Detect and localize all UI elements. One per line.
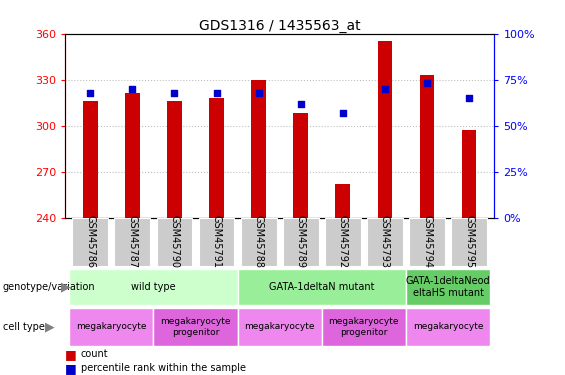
FancyBboxPatch shape xyxy=(199,217,234,266)
Text: GSM45790: GSM45790 xyxy=(170,215,180,268)
FancyBboxPatch shape xyxy=(406,269,490,305)
Point xyxy=(296,100,305,106)
Text: percentile rank within the sample: percentile rank within the sample xyxy=(81,363,246,373)
Point xyxy=(254,90,263,96)
Text: genotype/variation: genotype/variation xyxy=(3,282,95,292)
FancyBboxPatch shape xyxy=(153,308,237,346)
Point xyxy=(170,90,179,96)
Bar xyxy=(83,101,98,217)
Bar xyxy=(420,75,434,217)
Point xyxy=(380,86,389,92)
Text: GSM45786: GSM45786 xyxy=(85,215,95,268)
Text: GATA-1deltaNeod
eltaHS mutant: GATA-1deltaNeod eltaHS mutant xyxy=(406,276,490,298)
Point xyxy=(86,90,95,96)
Text: count: count xyxy=(81,350,108,359)
FancyBboxPatch shape xyxy=(451,217,487,266)
Bar xyxy=(336,184,350,218)
FancyBboxPatch shape xyxy=(325,217,360,266)
Bar xyxy=(167,101,182,217)
Bar xyxy=(251,80,266,218)
Point xyxy=(423,80,432,86)
Text: megakaryocyte
progenitor: megakaryocyte progenitor xyxy=(329,317,399,336)
Text: cell type: cell type xyxy=(3,322,45,332)
Text: megakaryocyte
progenitor: megakaryocyte progenitor xyxy=(160,317,231,336)
Text: GSM45787: GSM45787 xyxy=(127,215,137,268)
Text: ▶: ▶ xyxy=(45,320,55,333)
FancyBboxPatch shape xyxy=(241,217,276,266)
Text: ■: ■ xyxy=(65,362,77,375)
Point xyxy=(128,86,137,92)
Text: megakaryocyte: megakaryocyte xyxy=(76,322,146,332)
FancyBboxPatch shape xyxy=(72,217,108,266)
FancyBboxPatch shape xyxy=(283,217,319,266)
Text: megakaryocyte: megakaryocyte xyxy=(413,322,483,332)
Point xyxy=(212,90,221,96)
FancyBboxPatch shape xyxy=(409,217,445,266)
Text: GATA-1deltaN mutant: GATA-1deltaN mutant xyxy=(269,282,375,292)
Text: GSM45788: GSM45788 xyxy=(254,215,264,268)
Text: ▶: ▶ xyxy=(61,280,71,293)
Bar xyxy=(125,93,140,218)
Text: wild type: wild type xyxy=(131,282,176,292)
Text: GSM45794: GSM45794 xyxy=(422,215,432,268)
Text: GSM45789: GSM45789 xyxy=(295,215,306,268)
Bar xyxy=(462,130,476,218)
Bar xyxy=(377,41,392,218)
FancyBboxPatch shape xyxy=(115,217,150,266)
Point xyxy=(464,95,473,101)
Bar xyxy=(209,98,224,218)
Point xyxy=(338,110,347,116)
FancyBboxPatch shape xyxy=(157,217,192,266)
Text: GSM45792: GSM45792 xyxy=(338,215,348,268)
Text: ■: ■ xyxy=(65,348,77,361)
FancyBboxPatch shape xyxy=(406,308,490,346)
Text: megakaryocyte: megakaryocyte xyxy=(245,322,315,332)
FancyBboxPatch shape xyxy=(237,269,406,305)
Title: GDS1316 / 1435563_at: GDS1316 / 1435563_at xyxy=(199,19,360,33)
Text: GSM45791: GSM45791 xyxy=(211,215,221,268)
Text: GSM45793: GSM45793 xyxy=(380,215,390,268)
FancyBboxPatch shape xyxy=(367,217,403,266)
FancyBboxPatch shape xyxy=(237,308,322,346)
FancyBboxPatch shape xyxy=(322,308,406,346)
FancyBboxPatch shape xyxy=(69,269,237,305)
Bar xyxy=(293,113,308,218)
FancyBboxPatch shape xyxy=(69,308,153,346)
Text: GSM45795: GSM45795 xyxy=(464,215,474,268)
